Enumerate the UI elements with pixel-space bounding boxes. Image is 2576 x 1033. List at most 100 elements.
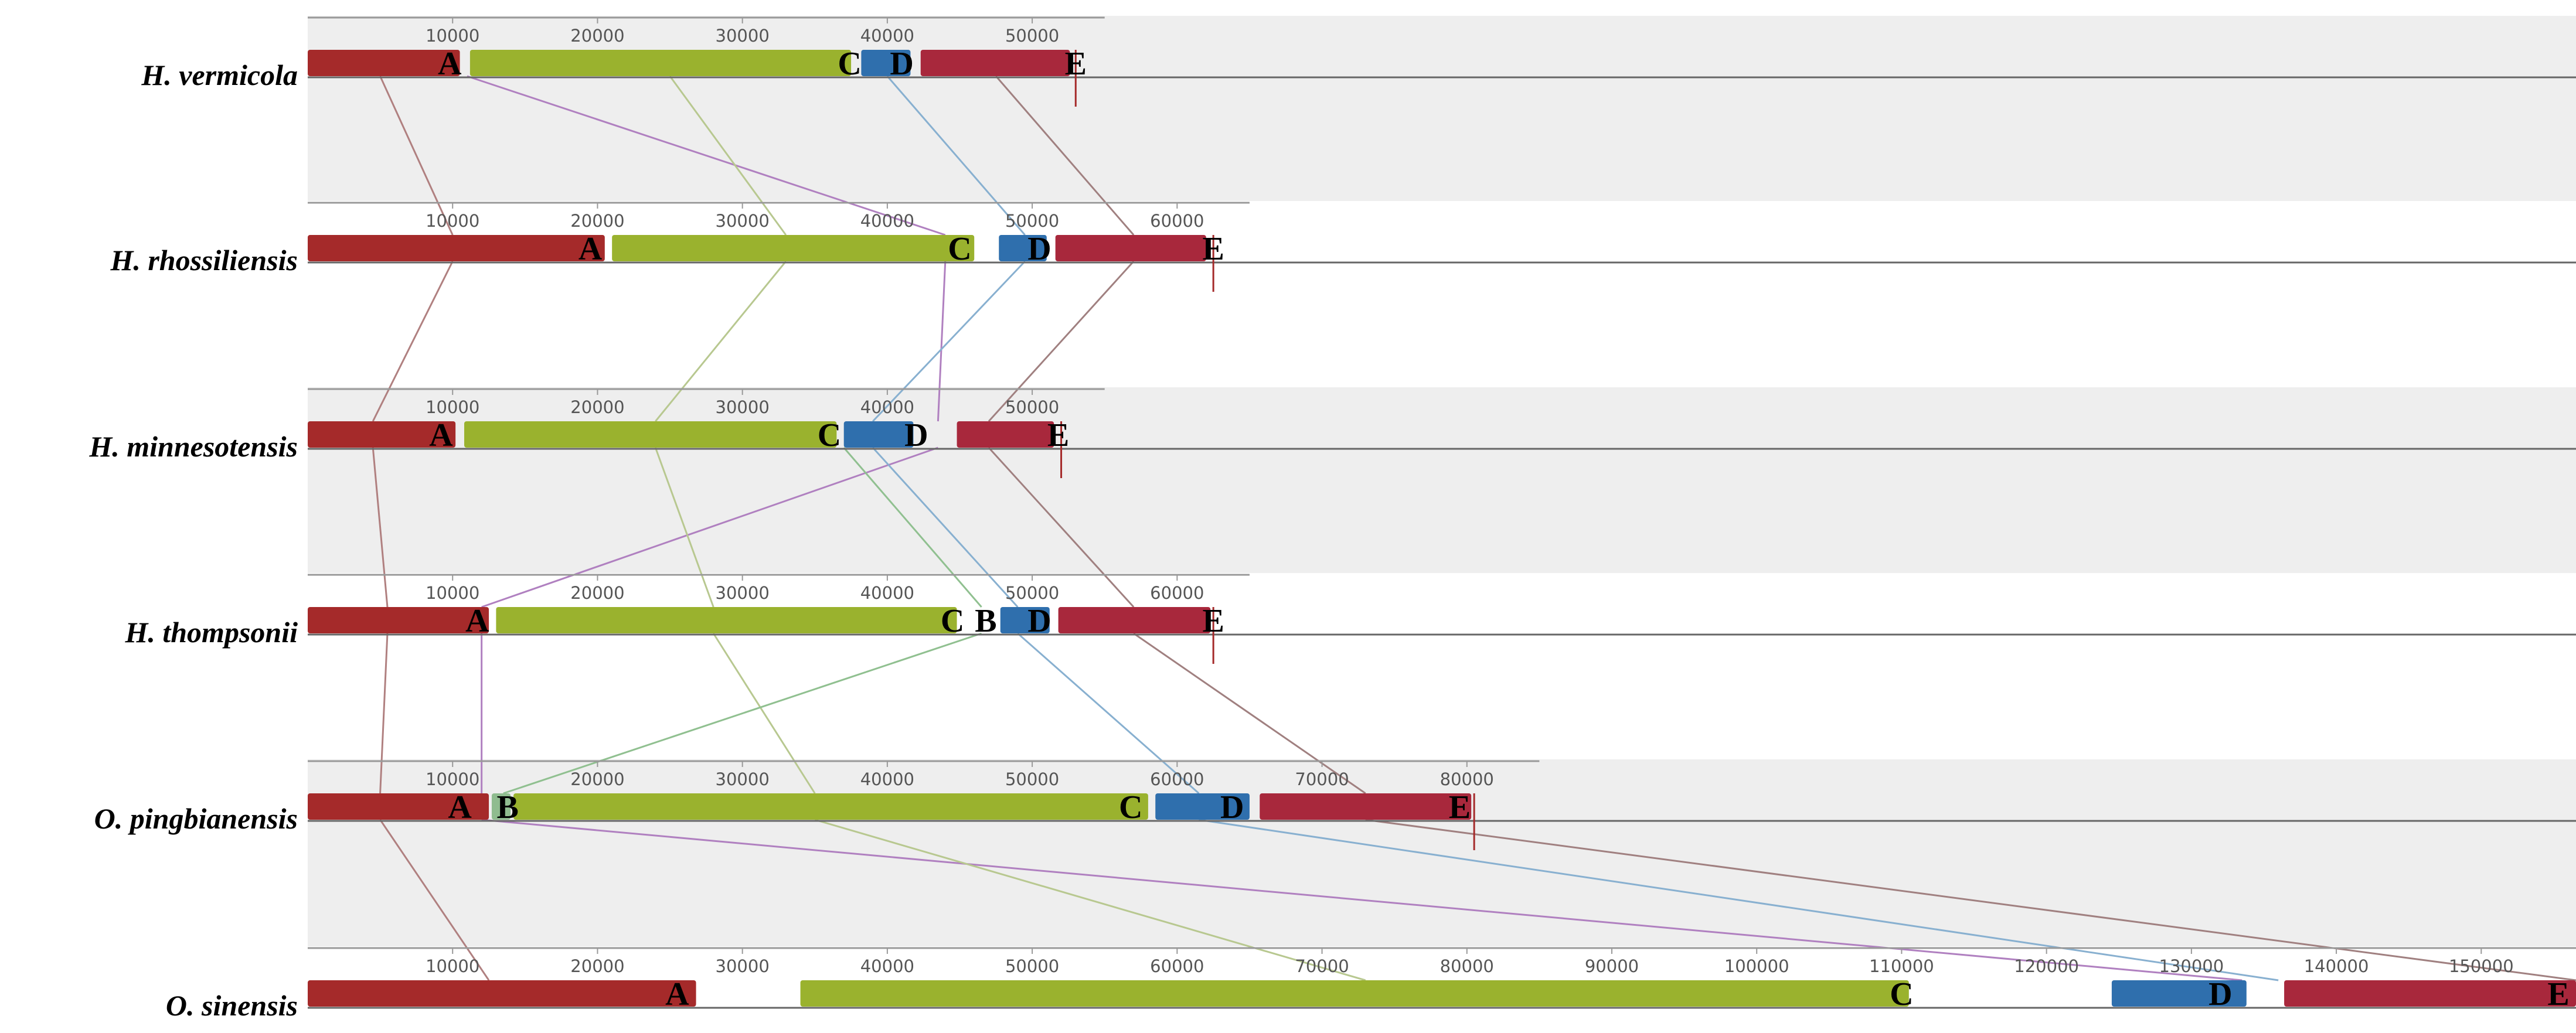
synteny-link xyxy=(481,446,938,608)
block-label-D: D xyxy=(904,417,928,454)
tick-label: 20000 xyxy=(570,956,624,976)
tick-label: 50000 xyxy=(1005,397,1059,417)
synteny-link xyxy=(379,819,490,981)
block-E xyxy=(1260,793,1472,820)
block-C xyxy=(800,980,1909,1007)
synteny-link xyxy=(872,446,1019,608)
tick-label: 60000 xyxy=(1150,956,1204,976)
tick-label: 20000 xyxy=(570,397,624,417)
block-A xyxy=(308,793,489,820)
species-label: H. vermicola xyxy=(141,59,298,91)
tick-label: 100000 xyxy=(1724,956,1789,976)
synteny-link xyxy=(372,261,454,422)
tick-label: 80000 xyxy=(1440,769,1494,789)
tick-label: 60000 xyxy=(1150,583,1204,603)
tick-label: 70000 xyxy=(1295,769,1349,789)
block-B xyxy=(491,793,511,820)
synteny-link xyxy=(503,632,982,795)
block-label-B: B xyxy=(975,603,996,639)
tick-label: 60000 xyxy=(1150,211,1204,231)
block-C xyxy=(469,50,852,76)
block-label-D: D xyxy=(1027,603,1051,639)
block-D xyxy=(861,50,911,76)
block-label-A: A xyxy=(438,46,462,82)
track-6: O. sinensis 10000 20000 30000 40000 50000 6000… xyxy=(166,947,2576,1022)
block-A xyxy=(308,607,489,633)
block-label-C: C xyxy=(818,417,841,454)
block-E xyxy=(1058,607,1211,633)
block-label-A: A xyxy=(465,603,489,639)
block-D xyxy=(1155,793,1250,820)
synteny-link xyxy=(843,447,982,608)
synteny-link xyxy=(886,76,1026,236)
species-label: H. rhossiliensis xyxy=(110,244,298,277)
tick-label: 30000 xyxy=(716,397,770,417)
block-label-E: E xyxy=(1449,789,1471,826)
synteny-link xyxy=(655,261,787,422)
synteny-link xyxy=(379,76,454,236)
tick-label: 80000 xyxy=(1440,956,1494,976)
tick-label: 10000 xyxy=(426,26,479,46)
tick-label: 20000 xyxy=(570,211,624,231)
tick-label: 40000 xyxy=(860,583,914,603)
block-A xyxy=(308,235,605,261)
tick-label: 40000 xyxy=(860,769,914,789)
species-label: O. pingbianensis xyxy=(94,802,298,835)
tick-label: 10000 xyxy=(426,956,479,976)
block-label-A: A xyxy=(579,231,603,267)
block-C xyxy=(513,793,1148,820)
tick-label: 90000 xyxy=(1585,956,1639,976)
tick-label: 10000 xyxy=(426,769,479,789)
track-4: H. thompsonii 10000 20000 30000 40000 50000 60… xyxy=(124,574,2576,664)
block-label-D: D xyxy=(2209,976,2232,1012)
block-label-E: E xyxy=(1202,231,1224,267)
block-label-A: A xyxy=(665,976,689,1012)
synteny-link xyxy=(654,447,714,608)
block-label-E: E xyxy=(1047,417,1069,454)
synteny-link xyxy=(1133,632,1366,795)
tick-label: 10000 xyxy=(426,583,479,603)
tick-label: 10000 xyxy=(426,397,479,417)
tick-label: 30000 xyxy=(716,583,770,603)
track-5: O. pingbianensis 10000 20000 30000 40000 5000… xyxy=(94,760,2576,850)
synteny-link xyxy=(872,260,1026,422)
tick-label: 120000 xyxy=(2014,956,2079,976)
tick-label: 110000 xyxy=(1869,956,1934,976)
block-label-C: C xyxy=(1119,789,1142,826)
block-label-A: A xyxy=(429,417,453,454)
tick-label: 20000 xyxy=(570,769,624,789)
tick-label: 50000 xyxy=(1005,26,1059,46)
track-2: H. rhossiliensis 10000 20000 30000 40000 5000… xyxy=(110,202,2576,292)
track-3: H. minnesotensis 10000 20000 30000 40000 5000… xyxy=(89,388,2576,478)
tick-label: 30000 xyxy=(716,956,770,976)
block-E xyxy=(1055,235,1206,261)
block-C xyxy=(496,607,957,633)
panel-background xyxy=(308,16,2576,201)
block-C xyxy=(612,235,975,261)
species-label: H. thompsonii xyxy=(124,616,298,649)
synteny-link xyxy=(379,633,389,794)
block-A xyxy=(308,50,460,76)
track-1: H. vermicola 10000 20000 30000 40000 50000 A C D… xyxy=(141,16,2576,107)
block-label-C: C xyxy=(1890,976,1913,1012)
block-label-A: A xyxy=(448,789,472,826)
block-label-D: D xyxy=(1220,789,1244,826)
block-D xyxy=(1000,607,1050,633)
panel-background xyxy=(308,759,2576,946)
synteny-link xyxy=(467,75,946,236)
block-A xyxy=(308,421,456,448)
tick-label: 150000 xyxy=(2449,956,2514,976)
tick-label: 40000 xyxy=(860,397,914,417)
panel-background xyxy=(308,201,2576,387)
tick-label: 30000 xyxy=(716,769,770,789)
tick-label: 50000 xyxy=(1005,211,1059,231)
synteny-link xyxy=(814,819,1366,981)
tick-label: 40000 xyxy=(860,211,914,231)
block-E xyxy=(957,421,1054,448)
synteny-link xyxy=(988,446,1135,608)
block-label-E: E xyxy=(1202,603,1224,639)
tick-label: 140000 xyxy=(2304,956,2369,976)
block-label-C: C xyxy=(941,603,964,639)
block-A xyxy=(308,980,696,1007)
